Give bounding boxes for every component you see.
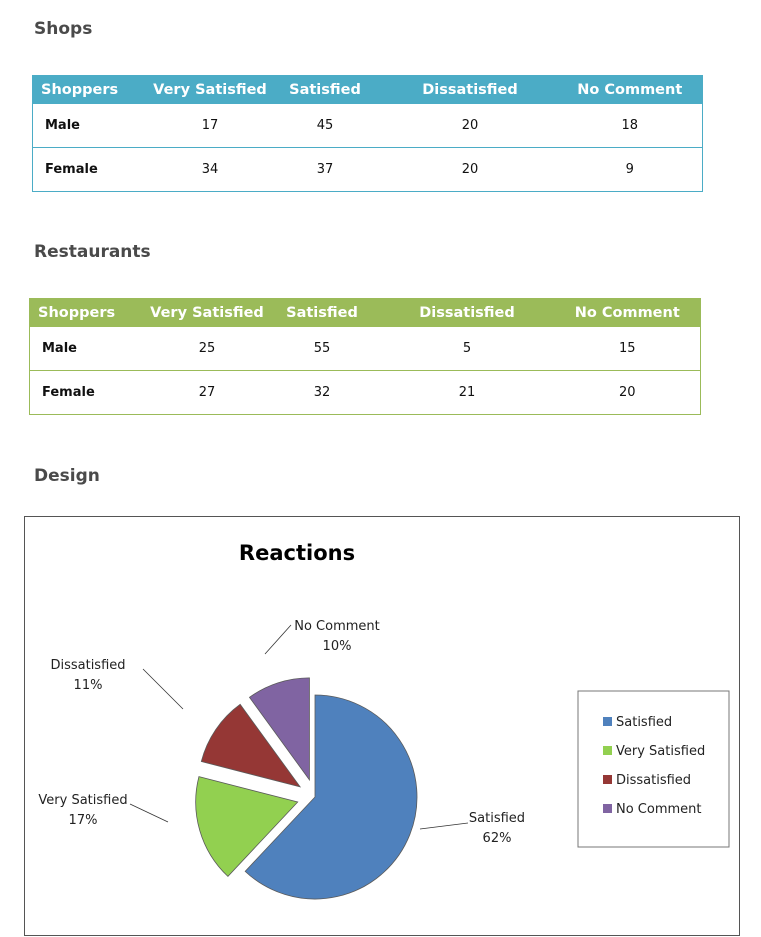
legend-label-dissatisfied: Dissatisfied — [616, 773, 691, 788]
legend-swatch-very-satisfied — [603, 746, 612, 755]
table-row: Male 25 55 5 15 — [29, 327, 701, 371]
pie-slice-satisfied — [244, 694, 418, 900]
table-cell: 20 — [382, 104, 558, 148]
header-very-satisfied: Very Satisfied — [149, 298, 265, 327]
leader-line-dissatisfied — [142, 668, 184, 710]
table-cell: 5 — [379, 327, 555, 371]
table-cell: 20 — [618, 385, 636, 400]
legend-label-satisfied: Satisfied — [616, 715, 672, 730]
row-label: Male — [32, 104, 153, 148]
pie-chart: Reactions Satisfied 62% Very Satisfied 17% D… — [38, 541, 730, 900]
data-label-dissatisfied: Dissatisfied — [50, 658, 125, 673]
pie-chart-frame: Reactions Satisfied 62% Very Satisfied 17% D… — [24, 516, 740, 936]
legend-label-no-comment: No Comment — [616, 802, 702, 817]
legend-swatch-satisfied — [603, 717, 612, 726]
table-header-row: Shoppers Very Satisfied Satisfied Dissat… — [29, 298, 701, 327]
data-label-pct-no-comment: 10% — [323, 639, 352, 654]
shops-heading: Shops — [34, 19, 93, 39]
header-no-comment: No Comment — [557, 75, 703, 104]
leader-line-satisfied — [419, 822, 469, 830]
pie-slice-very-satisfied — [195, 776, 299, 877]
table-cell: 17 — [152, 104, 268, 148]
table-row: Female 27 32 21 20 — [30, 371, 701, 415]
table-cell: 25 — [149, 327, 265, 371]
legend-swatch-no-comment — [603, 804, 612, 813]
row-label: Female — [45, 162, 98, 177]
header-satisfied: Satisfied — [264, 298, 380, 327]
table-cell: 45 — [267, 104, 383, 148]
header-satisfied: Satisfied — [267, 75, 383, 104]
header-shoppers: Shoppers — [29, 298, 150, 327]
table-cell: 34 — [201, 162, 219, 177]
table-cell: 37 — [316, 162, 334, 177]
header-shoppers: Shoppers — [32, 75, 153, 104]
data-label-satisfied: Satisfied — [469, 811, 525, 826]
row-label: Male — [29, 327, 150, 371]
row-label: Female — [42, 385, 95, 400]
header-dissatisfied: Dissatisfied — [379, 298, 555, 327]
header-no-comment: No Comment — [554, 298, 701, 327]
leader-line-very-satisfied — [129, 803, 169, 823]
shops-table: Shoppers Very Satisfied Satisfied Dissat… — [32, 75, 703, 192]
legend-label-very-satisfied: Very Satisfied — [616, 744, 705, 759]
pie-slice-dissatisfied — [200, 703, 302, 788]
table-cell: 18 — [557, 104, 703, 148]
table-cell: 21 — [458, 385, 476, 400]
table-cell: 9 — [625, 162, 634, 177]
data-label-pct-very-satisfied: 17% — [69, 813, 98, 828]
table-cell: 20 — [461, 162, 479, 177]
table-cell: 15 — [554, 327, 701, 371]
table-cell: 55 — [264, 327, 380, 371]
table-row: Male 17 45 20 18 — [32, 104, 703, 148]
table-cell: 27 — [198, 385, 216, 400]
table-header-row: Shoppers Very Satisfied Satisfied Dissat… — [32, 75, 703, 104]
data-label-no-comment: No Comment — [294, 619, 380, 634]
table-row: Female 34 37 20 9 — [33, 148, 703, 192]
table-cell: 32 — [313, 385, 331, 400]
leader-line-no-comment — [264, 624, 292, 655]
data-label-pct-dissatisfied: 11% — [74, 678, 103, 693]
restaurants-heading: Restaurants — [34, 242, 151, 262]
header-dissatisfied: Dissatisfied — [382, 75, 558, 104]
pie-slice-no-comment — [248, 677, 310, 782]
restaurants-table: Shoppers Very Satisfied Satisfied Dissat… — [29, 298, 701, 415]
data-label-very-satisfied: Very Satisfied — [38, 793, 127, 808]
chart-title: Reactions — [239, 541, 355, 565]
data-label-pct-satisfied: 62% — [483, 831, 512, 846]
design-heading: Design — [34, 466, 100, 486]
legend-swatch-dissatisfied — [603, 775, 612, 784]
header-very-satisfied: Very Satisfied — [152, 75, 268, 104]
